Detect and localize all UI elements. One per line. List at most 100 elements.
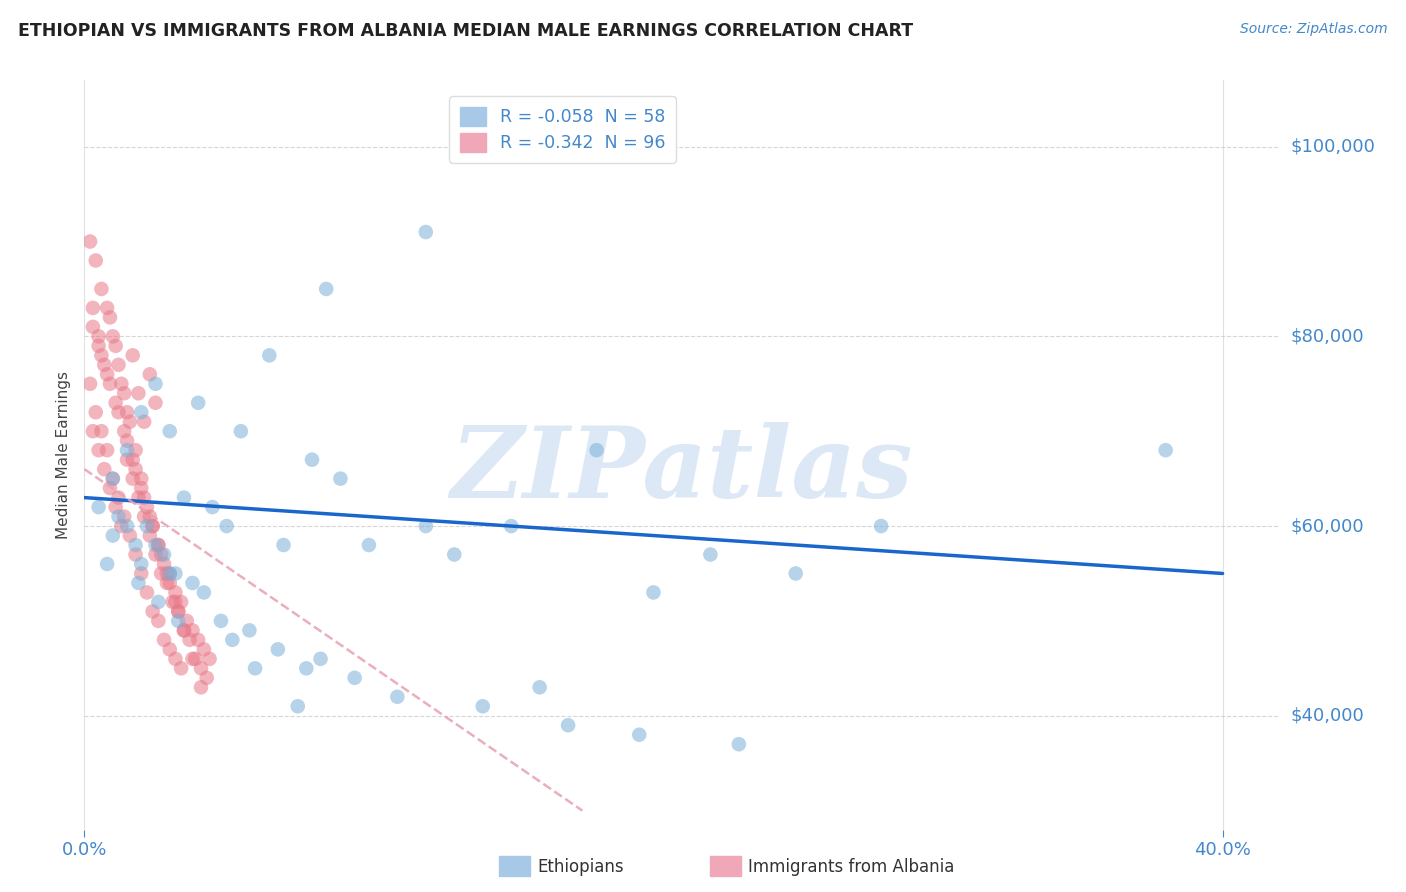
Point <box>127 386 149 401</box>
Point <box>557 718 579 732</box>
Point <box>287 699 309 714</box>
Point <box>193 642 215 657</box>
Point <box>127 576 149 591</box>
Point <box>115 443 138 458</box>
Point <box>179 632 201 647</box>
Text: $60,000: $60,000 <box>1291 517 1364 535</box>
Point <box>529 681 551 695</box>
Point <box>142 604 165 618</box>
Point <box>153 557 176 571</box>
Point <box>132 415 156 429</box>
Point <box>699 548 721 562</box>
Point <box>129 472 152 486</box>
Point <box>785 566 807 581</box>
Point <box>87 500 110 514</box>
Point <box>209 614 232 628</box>
Point <box>115 519 138 533</box>
Point <box>104 396 127 410</box>
Point <box>124 548 146 562</box>
Point <box>132 509 156 524</box>
Point <box>115 434 138 448</box>
Text: Ethiopians: Ethiopians <box>537 858 624 876</box>
Point <box>159 566 181 581</box>
Point <box>93 462 115 476</box>
Point <box>301 452 323 467</box>
Point <box>118 528 141 542</box>
Point <box>104 339 127 353</box>
Legend: R = -0.058  N = 58, R = -0.342  N = 96: R = -0.058 N = 58, R = -0.342 N = 96 <box>450 96 675 162</box>
Point <box>215 519 238 533</box>
Point <box>443 548 465 562</box>
Point <box>136 585 159 599</box>
Point <box>159 576 181 591</box>
Point <box>643 585 665 599</box>
Point <box>159 642 181 657</box>
Point <box>870 519 893 533</box>
Text: Source: ZipAtlas.com: Source: ZipAtlas.com <box>1240 22 1388 37</box>
Point <box>82 424 104 438</box>
Point <box>156 566 179 581</box>
Point <box>129 566 152 581</box>
Point <box>501 519 523 533</box>
Y-axis label: Median Male Earnings: Median Male Earnings <box>56 371 72 539</box>
Point <box>139 509 162 524</box>
Point <box>181 624 204 638</box>
Point <box>238 624 260 638</box>
Point <box>159 566 181 581</box>
Point <box>628 728 651 742</box>
Point <box>115 452 138 467</box>
Point <box>96 557 118 571</box>
Text: ETHIOPIAN VS IMMIGRANTS FROM ALBANIA MEDIAN MALE EARNINGS CORRELATION CHART: ETHIOPIAN VS IMMIGRANTS FROM ALBANIA MED… <box>18 22 914 40</box>
Point <box>193 585 215 599</box>
Point <box>267 642 290 657</box>
Point <box>82 301 104 315</box>
Text: Immigrants from Albania: Immigrants from Albania <box>748 858 955 876</box>
Text: $40,000: $40,000 <box>1291 706 1364 724</box>
Point <box>190 681 212 695</box>
Point <box>121 452 143 467</box>
Point <box>93 358 115 372</box>
Point <box>187 632 209 647</box>
Point <box>357 538 380 552</box>
Point <box>127 491 149 505</box>
Point <box>124 462 146 476</box>
Point <box>107 491 129 505</box>
Point <box>221 632 243 647</box>
Point <box>121 348 143 362</box>
Point <box>136 500 159 514</box>
Point <box>84 405 107 419</box>
Point <box>173 491 195 505</box>
Point <box>129 557 152 571</box>
Point <box>181 576 204 591</box>
Point <box>101 472 124 486</box>
Point <box>170 661 193 675</box>
Point <box>170 595 193 609</box>
Point <box>173 624 195 638</box>
Point <box>148 595 170 609</box>
Point <box>295 661 318 675</box>
Point <box>165 652 187 666</box>
Point <box>101 528 124 542</box>
Point <box>165 595 187 609</box>
Point <box>118 415 141 429</box>
Point <box>110 376 132 391</box>
Point <box>190 661 212 675</box>
Point <box>107 405 129 419</box>
Point <box>87 329 110 343</box>
Point <box>139 528 162 542</box>
Point <box>309 652 332 666</box>
Point <box>153 548 176 562</box>
Point <box>184 652 207 666</box>
Point <box>162 595 184 609</box>
Point <box>156 576 179 591</box>
Point <box>229 424 252 438</box>
Point <box>415 519 437 533</box>
Point <box>107 358 129 372</box>
Point <box>198 652 221 666</box>
Point <box>129 405 152 419</box>
Point <box>150 548 173 562</box>
Point <box>727 737 749 751</box>
Text: ZIPatlas: ZIPatlas <box>451 422 912 518</box>
Point <box>176 614 198 628</box>
Point <box>90 424 112 438</box>
